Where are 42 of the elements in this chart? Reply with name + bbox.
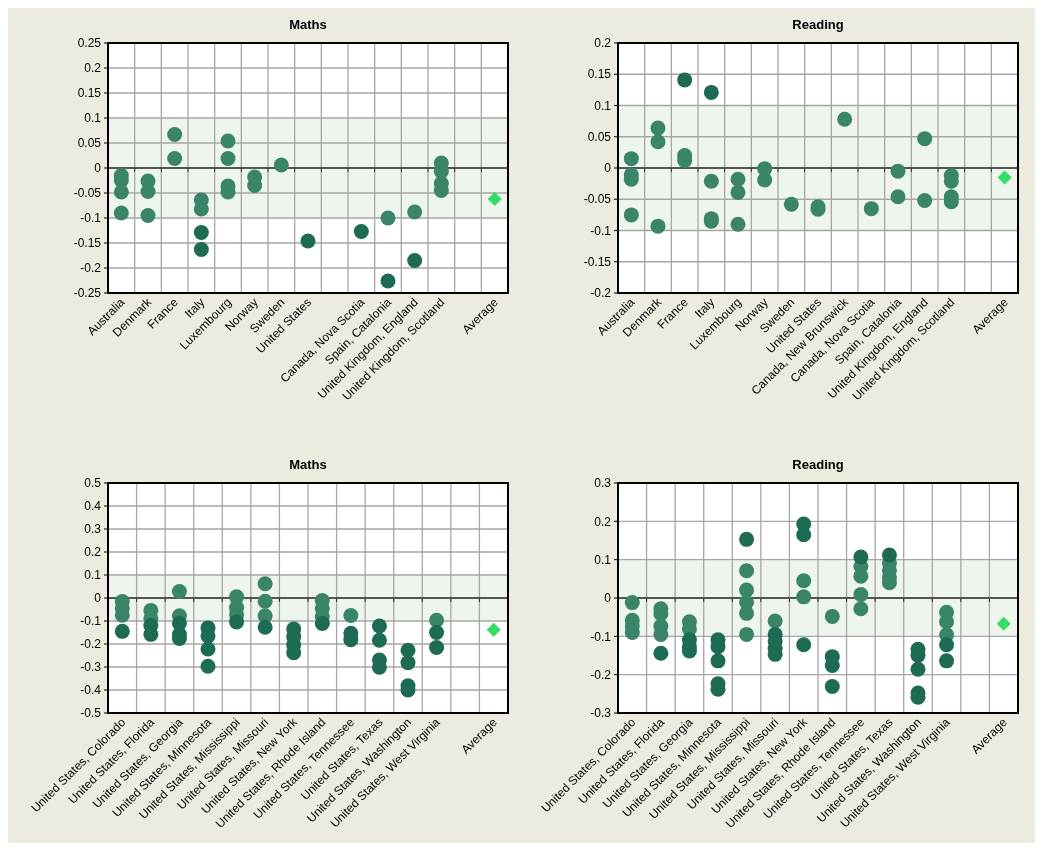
y-tick-label: -0.2 bbox=[80, 261, 102, 276]
y-tick-label: 0.3 bbox=[84, 522, 102, 537]
y-tick-label: -0.05 bbox=[73, 186, 102, 201]
y-tick-label: 0.4 bbox=[84, 499, 102, 514]
y-tick-label: 0.5 bbox=[84, 476, 102, 491]
y-tick-label: -0.1 bbox=[590, 223, 612, 238]
chart-title: Reading bbox=[792, 457, 844, 472]
y-tick-label: 0.2 bbox=[84, 61, 102, 76]
y-tick-label: 0.1 bbox=[594, 98, 612, 113]
y-tick-label: 0.1 bbox=[594, 552, 612, 567]
y-tick-label: 0 bbox=[94, 161, 102, 176]
y-tick-label: 0.3 bbox=[594, 476, 612, 491]
y-tick-label: -0.15 bbox=[583, 254, 612, 269]
y-tick-label: -0.3 bbox=[590, 706, 612, 721]
y-tick-label: -0.1 bbox=[590, 629, 612, 644]
chart-title: Maths bbox=[289, 17, 327, 32]
y-tick-label: -0.2 bbox=[590, 286, 612, 301]
y-tick-label: -0.15 bbox=[73, 236, 102, 251]
y-tick-label: 0 bbox=[604, 161, 612, 176]
y-tick-label: 0.1 bbox=[84, 111, 102, 126]
y-tick-label: 0.05 bbox=[77, 136, 102, 151]
y-tick-label: 0 bbox=[94, 591, 102, 606]
y-tick-label: -0.3 bbox=[80, 660, 102, 675]
y-tick-label: -0.1 bbox=[80, 614, 102, 629]
chart-title: Reading bbox=[792, 17, 844, 32]
y-tick-label: -0.1 bbox=[80, 211, 102, 226]
y-tick-label: -0.5 bbox=[80, 706, 102, 721]
y-tick-label: -0.05 bbox=[583, 192, 612, 207]
y-tick-label: 0.15 bbox=[587, 67, 612, 82]
y-tick-label: -0.25 bbox=[73, 286, 102, 301]
y-tick-label: -0.2 bbox=[590, 667, 612, 682]
y-tick-label: 0.25 bbox=[77, 36, 102, 51]
y-tick-label: 0.2 bbox=[594, 36, 612, 51]
y-tick-label: -0.2 bbox=[80, 637, 102, 652]
y-tick-label: 0.15 bbox=[77, 86, 102, 101]
y-tick-label: -0.4 bbox=[80, 683, 102, 698]
chart-title: Maths bbox=[289, 457, 327, 472]
y-tick-label: 0.2 bbox=[594, 514, 612, 529]
y-tick-label: 0.05 bbox=[587, 129, 612, 144]
y-tick-label: 0 bbox=[604, 591, 612, 606]
y-tick-label: 0.2 bbox=[84, 545, 102, 560]
y-tick-label: 0.1 bbox=[84, 568, 102, 583]
